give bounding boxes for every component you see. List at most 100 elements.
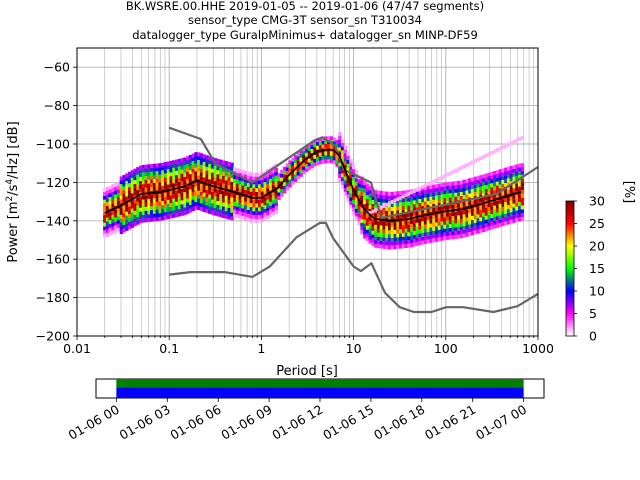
probability-cell: [423, 186, 428, 191]
probability-cell: [316, 161, 320, 165]
probability-cell: [443, 232, 447, 237]
y-axis-label: Power [m2/s4/Hz] [dB]: [5, 121, 21, 262]
probability-cell: [335, 155, 339, 160]
probability-cell: [186, 198, 190, 203]
time-tick-label: 01-06 03: [117, 402, 173, 443]
probability-cell: [271, 181, 276, 185]
probability-cell: [421, 221, 425, 226]
probability-cell: [404, 244, 408, 248]
probability-cell: [493, 182, 497, 187]
probability-cell: [329, 155, 334, 160]
probability-cell: [426, 185, 431, 190]
probability-cell: [338, 162, 342, 167]
probability-cell: [363, 200, 367, 205]
probability-cell: [141, 184, 146, 188]
probability-cell: [401, 190, 406, 195]
probability-cell: [482, 208, 486, 213]
probability-cell: [230, 212, 234, 217]
probability-cell: [205, 205, 209, 210]
probability-cell: [163, 169, 168, 174]
probability-cell: [152, 217, 157, 222]
probability-cell: [155, 171, 159, 176]
probability-cell: [470, 231, 475, 236]
probability-cell: [191, 207, 195, 212]
probability-cell: [194, 190, 198, 195]
probability-cell: [152, 194, 157, 199]
probability-cell: [114, 198, 118, 203]
probability-cell: [208, 171, 212, 176]
probability-cell: [302, 151, 306, 156]
probability-cell: [368, 197, 372, 202]
probability-cell: [130, 200, 135, 205]
probability-cell: [352, 176, 356, 181]
probability-cell: [152, 163, 157, 168]
probability-cell: [410, 190, 414, 195]
probability-cell: [213, 169, 218, 174]
probability-cell: [484, 188, 489, 193]
probability-cell: [512, 215, 516, 219]
probability-cell: [186, 179, 190, 184]
probability-cell: [349, 185, 353, 190]
probability-cell: [152, 167, 157, 172]
probability-cell: [434, 199, 439, 204]
probability-cell: [498, 192, 502, 197]
probability-cell: [365, 229, 370, 234]
probability-cell: [304, 160, 309, 165]
probability-cell: [368, 216, 372, 221]
probability-cell: [161, 174, 165, 179]
probability-cell: [412, 204, 417, 208]
probability-cell: [257, 215, 262, 219]
probability-cell: [451, 204, 455, 209]
probability-cell: [426, 216, 431, 221]
probability-cell: [509, 208, 514, 213]
probability-cell: [116, 196, 121, 201]
probability-cell: [119, 230, 124, 235]
y-tick-label: −140: [36, 213, 70, 228]
probability-cell: [293, 178, 298, 183]
probability-cell: [127, 187, 132, 191]
probability-cell: [418, 206, 422, 211]
probability-cell: [222, 206, 226, 211]
probability-cell: [440, 186, 444, 191]
probability-cell: [382, 233, 386, 238]
probability-cell: [244, 205, 248, 210]
probability-cell: [515, 218, 519, 222]
probability-cell: [404, 198, 408, 202]
probability-cell: [324, 144, 328, 148]
probability-cell: [512, 139, 516, 144]
probability-cell: [332, 152, 337, 157]
probability-cell: [479, 217, 483, 222]
probability-cell: [285, 167, 289, 172]
probability-cell: [470, 223, 475, 228]
probability-cell: [155, 198, 159, 202]
probability-cell: [517, 205, 522, 210]
probability-cell: [399, 229, 403, 234]
probability-cell: [498, 203, 502, 208]
probability-cell: [382, 229, 386, 234]
probability-cell: [390, 200, 395, 204]
probability-cell: [509, 219, 514, 224]
probability-cell: [390, 203, 395, 208]
probability-cell: [368, 201, 372, 206]
probability-cell: [174, 178, 179, 183]
probability-cell: [340, 146, 345, 151]
probability-cell: [432, 223, 436, 227]
probability-cell: [177, 189, 182, 194]
probability-cell: [470, 160, 475, 165]
probability-cell: [266, 215, 270, 219]
probability-cell: [161, 216, 165, 221]
probability-cell: [446, 193, 450, 198]
probability-cell: [224, 168, 229, 173]
probability-cell: [482, 178, 486, 183]
probability-cell: [114, 190, 118, 195]
title-line-3: datalogger_type GuralpMinimus+ datalogge…: [132, 28, 478, 42]
probability-cell: [291, 180, 295, 185]
probability-cell: [136, 197, 140, 202]
probability-cell: [169, 176, 173, 181]
probability-cell: [227, 181, 231, 185]
probability-cell: [437, 237, 442, 242]
probability-cell: [335, 163, 339, 167]
probability-cell: [260, 183, 265, 188]
